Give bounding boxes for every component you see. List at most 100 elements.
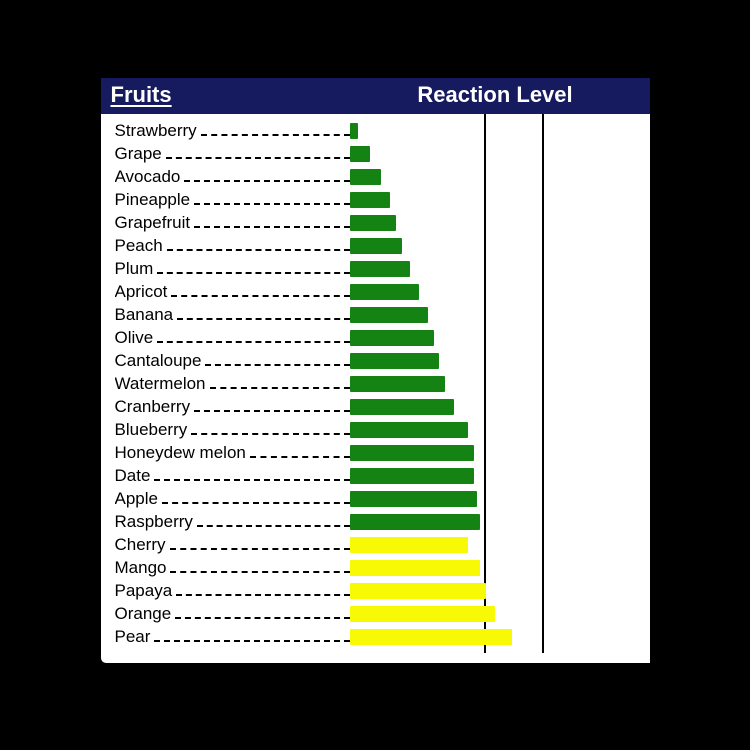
row-label: Pineapple	[115, 190, 193, 210]
row-bar-area	[350, 373, 640, 395]
row-leader-dots	[205, 355, 349, 366]
row-label: Cranberry	[115, 397, 193, 417]
row-bar-area	[350, 557, 640, 579]
row-bar	[350, 192, 391, 208]
row-label-wrap: Cranberry	[115, 397, 350, 417]
row-label: Papaya	[115, 581, 175, 601]
row-bar-area	[350, 442, 640, 464]
row-bar	[350, 583, 486, 599]
row-label-wrap: Pear	[115, 627, 350, 647]
chart-row: Cantaloupe	[115, 350, 640, 372]
row-label-wrap: Olive	[115, 328, 350, 348]
chart-row: Grape	[115, 143, 640, 165]
row-bar-area	[350, 465, 640, 487]
row-leader-dots	[177, 309, 349, 320]
row-bar	[350, 307, 428, 323]
chart-row: Grapefruit	[115, 212, 640, 234]
row-bar	[350, 606, 495, 622]
row-label-wrap: Honeydew melon	[115, 443, 350, 463]
row-label-wrap: Grape	[115, 144, 350, 164]
row-bar-area	[350, 212, 640, 234]
row-leader-dots	[166, 148, 350, 159]
row-leader-dots	[201, 125, 350, 136]
row-label: Orange	[115, 604, 174, 624]
row-bar	[350, 215, 396, 231]
row-bar-area	[350, 281, 640, 303]
row-label: Blueberry	[115, 420, 190, 440]
row-bar-area	[350, 603, 640, 625]
row-leader-dots	[157, 332, 349, 343]
row-bar-area	[350, 189, 640, 211]
row-bar	[350, 353, 440, 369]
row-bar	[350, 629, 512, 645]
row-bar	[350, 537, 469, 553]
row-bar	[350, 330, 434, 346]
row-bar-area	[350, 166, 640, 188]
row-leader-dots	[194, 401, 349, 412]
chart-row: Apricot	[115, 281, 640, 303]
row-label: Grapefruit	[115, 213, 193, 233]
row-label: Banana	[115, 305, 176, 325]
chart-row: Orange	[115, 603, 640, 625]
chart-row: Peach	[115, 235, 640, 257]
row-leader-dots	[250, 447, 350, 458]
chart-row: Pear	[115, 626, 640, 648]
row-bar-area	[350, 419, 640, 441]
row-bar-area	[350, 580, 640, 602]
row-leader-dots	[210, 378, 350, 389]
row-bar-area	[350, 511, 640, 533]
row-bar-area	[350, 626, 640, 648]
chart-row: Avocado	[115, 166, 640, 188]
row-bar-area	[350, 120, 640, 142]
row-label: Honeydew melon	[115, 443, 248, 463]
row-bar	[350, 399, 454, 415]
chart-body: Strawberry Grape Avocado Pineapple Grapefrui…	[101, 114, 650, 653]
row-bar-area	[350, 488, 640, 510]
row-bar	[350, 422, 469, 438]
row-bar	[350, 261, 411, 277]
row-leader-dots	[191, 424, 349, 435]
chart-row: Strawberry	[115, 120, 640, 142]
row-label-wrap: Apple	[115, 489, 350, 509]
chart-row: Apple	[115, 488, 640, 510]
chart-row: Plum	[115, 258, 640, 280]
row-label-wrap: Pineapple	[115, 190, 350, 210]
row-bar-area	[350, 350, 640, 372]
row-bar	[350, 560, 481, 576]
row-label: Plum	[115, 259, 156, 279]
row-label-wrap: Raspberry	[115, 512, 350, 532]
row-label-wrap: Cantaloupe	[115, 351, 350, 371]
row-label-wrap: Papaya	[115, 581, 350, 601]
row-label: Raspberry	[115, 512, 195, 532]
row-label-wrap: Blueberry	[115, 420, 350, 440]
chart-row: Watermelon	[115, 373, 640, 395]
row-leader-dots	[194, 194, 349, 205]
chart-row: Mango	[115, 557, 640, 579]
row-bar-area	[350, 258, 640, 280]
row-label: Olive	[115, 328, 156, 348]
row-label: Apricot	[115, 282, 170, 302]
chart-row: Raspberry	[115, 511, 640, 533]
row-bar	[350, 284, 420, 300]
chart-header: Fruits Reaction Level	[101, 78, 650, 114]
chart-row: Olive	[115, 327, 640, 349]
row-leader-dots	[171, 286, 349, 297]
row-label: Pear	[115, 627, 153, 647]
chart-row: Pineapple	[115, 189, 640, 211]
row-label: Apple	[115, 489, 160, 509]
row-label-wrap: Strawberry	[115, 121, 350, 141]
chart-row: Honeydew melon	[115, 442, 640, 464]
chart-row: Cranberry	[115, 396, 640, 418]
chart-row: Date	[115, 465, 640, 487]
row-label-wrap: Avocado	[115, 167, 350, 187]
row-label: Cantaloupe	[115, 351, 204, 371]
row-leader-dots	[167, 240, 350, 251]
row-leader-dots	[176, 585, 349, 596]
row-label: Strawberry	[115, 121, 199, 141]
row-label: Avocado	[115, 167, 183, 187]
row-leader-dots	[157, 263, 349, 274]
row-bar	[350, 123, 359, 139]
row-bar-area	[350, 143, 640, 165]
row-bar-area	[350, 327, 640, 349]
row-leader-dots	[197, 516, 350, 527]
